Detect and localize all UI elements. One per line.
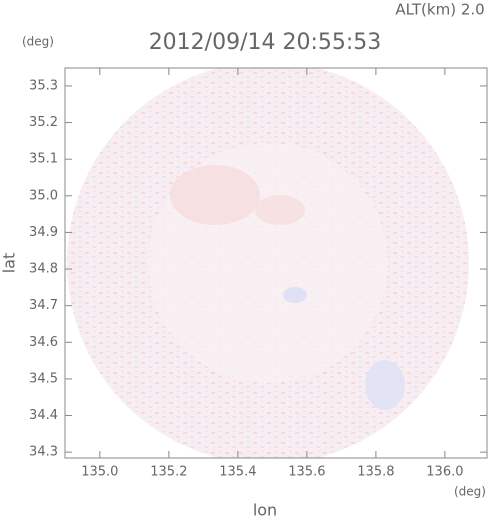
y-tick-label: 34.5 [29, 371, 58, 386]
y-axis-label: lat [0, 253, 19, 274]
y-tick-label: 34.7 [29, 298, 58, 313]
y-tick-label: 34.4 [29, 408, 58, 423]
x-tick-label: 135.4 [219, 465, 256, 480]
y-unit: (deg) [22, 35, 54, 49]
y-tick-label: 35.1 [29, 152, 58, 167]
y-tick-label: 35.3 [29, 78, 58, 93]
y-tick-label: 34.9 [29, 225, 58, 240]
x-unit: (deg) [454, 485, 486, 499]
x-tick-label: 135.8 [357, 465, 394, 480]
chart-title: 2012/09/14 20:55:53 [149, 30, 382, 55]
x-tick-label: 135.2 [150, 465, 187, 480]
y-tick-label: 34.8 [29, 262, 58, 277]
y-tick-label: 35.2 [29, 115, 58, 130]
subtitle: ALT(km) 2.0 [395, 1, 484, 19]
x-tick-label: 135.6 [288, 465, 325, 480]
radar-field [67, 68, 469, 458]
x-tick-label: 135.0 [81, 465, 118, 480]
plot-frame [64, 67, 488, 459]
x-tick-label: 136.0 [426, 465, 463, 480]
y-tick-label: 34.6 [29, 335, 58, 350]
y-tick-label: 34.3 [29, 445, 58, 460]
y-tick-label: 35.0 [29, 188, 58, 203]
x-axis-label: lon [253, 501, 277, 520]
